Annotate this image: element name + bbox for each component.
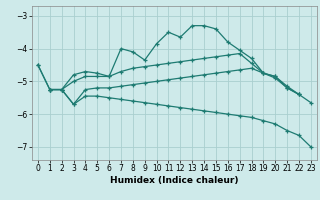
X-axis label: Humidex (Indice chaleur): Humidex (Indice chaleur) <box>110 176 239 185</box>
